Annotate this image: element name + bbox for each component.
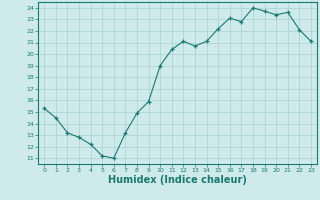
X-axis label: Humidex (Indice chaleur): Humidex (Indice chaleur) [108, 175, 247, 185]
